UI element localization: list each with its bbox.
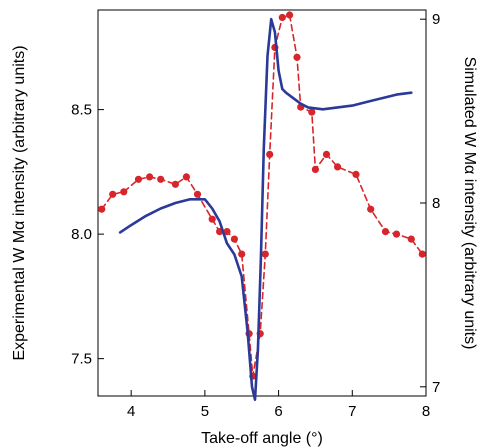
x-axis-ticks: 4 5 6 7 8 bbox=[127, 390, 430, 420]
x-tick-label: 7 bbox=[348, 403, 356, 420]
experimental-data-point bbox=[171, 180, 179, 188]
experimental-data-point bbox=[120, 188, 128, 196]
simulated-series bbox=[118, 17, 413, 402]
x-tick-label: 8 bbox=[422, 403, 430, 420]
left-y-tick-label: 8.5 bbox=[71, 102, 92, 119]
experimental-data-point bbox=[134, 175, 143, 183]
experimental-data-point bbox=[223, 228, 231, 236]
experimental-data-point bbox=[278, 13, 286, 22]
experimental-data-point bbox=[193, 190, 202, 198]
simulated-line bbox=[118, 17, 413, 402]
x-tick-label: 6 bbox=[274, 403, 282, 420]
experimental-data-point bbox=[392, 230, 401, 238]
experimental-data-point bbox=[367, 205, 375, 213]
experimental-data-point bbox=[146, 173, 154, 181]
left-y-axis-ticks: 7.5 8.0 8.5 bbox=[71, 102, 104, 368]
experimental-data-point bbox=[266, 150, 274, 158]
x-tick-label: 4 bbox=[127, 403, 135, 420]
experimental-data-point bbox=[182, 173, 190, 181]
experimental-data-point bbox=[418, 250, 426, 258]
experimental-data-point bbox=[381, 228, 390, 236]
experimental-data-point bbox=[293, 53, 301, 61]
experimental-data-point bbox=[157, 175, 165, 183]
experimental-data-point bbox=[322, 150, 331, 158]
right-y-axis-title: Simulated W Mα intensity (arbitrary unit… bbox=[461, 57, 478, 350]
experimental-data-point bbox=[308, 108, 316, 116]
experimental-data-point bbox=[311, 165, 319, 173]
experimental-series bbox=[98, 11, 426, 380]
experimental-data-point bbox=[286, 11, 294, 19]
experimental-data-point bbox=[98, 205, 106, 213]
x-axis-title: Take-off angle (°) bbox=[201, 430, 323, 447]
right-y-tick-label: 7 bbox=[432, 379, 440, 396]
left-y-tick-label: 8.0 bbox=[71, 226, 92, 243]
experimental-line bbox=[100, 14, 424, 377]
x-tick-label: 5 bbox=[201, 403, 209, 420]
experimental-data-point bbox=[109, 190, 117, 198]
experimental-data-point bbox=[334, 163, 342, 171]
experimental-data-point bbox=[208, 215, 216, 223]
experimental-data-point bbox=[407, 235, 415, 243]
right-y-tick-label: 9 bbox=[432, 11, 440, 28]
experimental-data-point bbox=[261, 250, 269, 258]
experimental-data-point bbox=[238, 250, 246, 258]
left-y-axis-title: Experimental W Mα intensity (arbitrary u… bbox=[11, 45, 28, 360]
right-y-tick-label: 8 bbox=[432, 195, 440, 212]
series-layer bbox=[98, 11, 426, 402]
experimental-data-point bbox=[352, 170, 360, 178]
left-y-tick-label: 7.5 bbox=[71, 351, 92, 368]
right-y-axis-ticks: 7 8 9 bbox=[420, 11, 440, 396]
experimental-data-point bbox=[230, 235, 238, 243]
